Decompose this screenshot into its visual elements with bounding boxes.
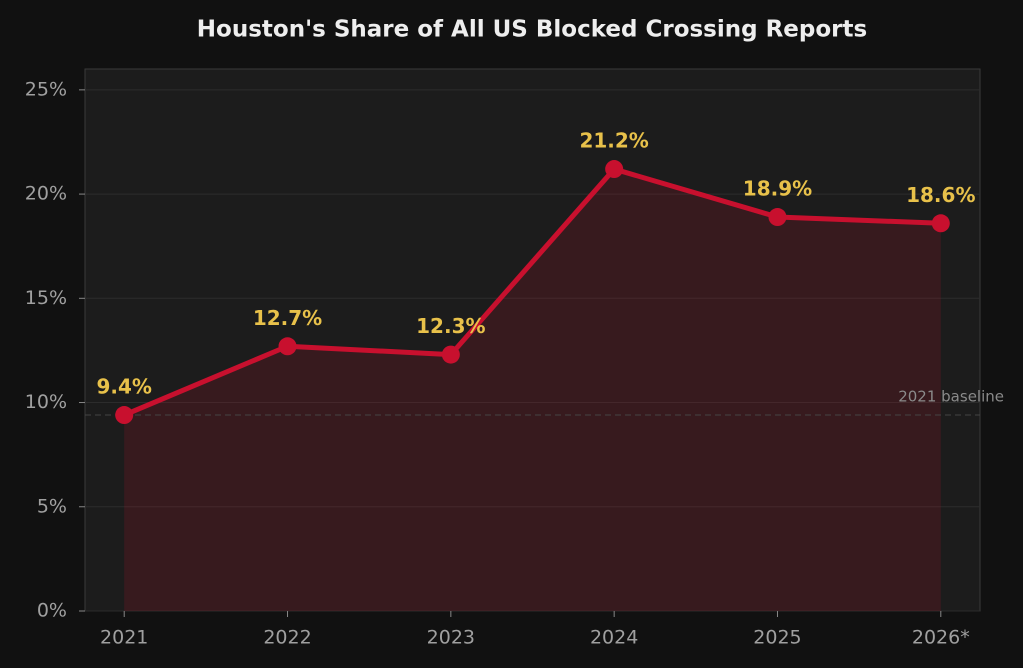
y-tick-label: 10% xyxy=(25,391,67,413)
value-label: 9.4% xyxy=(96,375,151,399)
baseline-label: 2021 baseline xyxy=(898,388,1004,406)
point xyxy=(768,208,787,227)
point xyxy=(278,337,297,356)
area xyxy=(124,169,941,612)
x-tick-label: 2023 xyxy=(427,627,475,649)
y-tick-label: 15% xyxy=(25,287,67,309)
point xyxy=(441,345,460,364)
value-label: 12.7% xyxy=(253,306,322,330)
point xyxy=(605,160,624,179)
plot-area xyxy=(84,68,981,612)
value-label: 18.9% xyxy=(743,177,812,201)
point xyxy=(115,406,134,425)
y-tick-label: 0% xyxy=(37,600,67,622)
value-label: 12.3% xyxy=(416,314,485,338)
value-label: 21.2% xyxy=(579,129,648,153)
x-tick-label: 2026* xyxy=(912,627,970,649)
line xyxy=(123,166,941,418)
x-tick-label: 2021 xyxy=(100,627,148,649)
x-tick-label: 2022 xyxy=(263,627,311,649)
y-tick-label: 20% xyxy=(25,183,67,205)
chart-title: Houston's Share of All US Blocked Crossi… xyxy=(197,17,867,43)
value-label: 18.6% xyxy=(906,183,975,207)
point xyxy=(931,214,950,233)
y-tick-label: 5% xyxy=(37,495,67,517)
x-tick-label: 2025 xyxy=(753,627,801,649)
y-tick-label: 25% xyxy=(25,78,67,100)
x-tick-label: 2024 xyxy=(590,627,638,649)
